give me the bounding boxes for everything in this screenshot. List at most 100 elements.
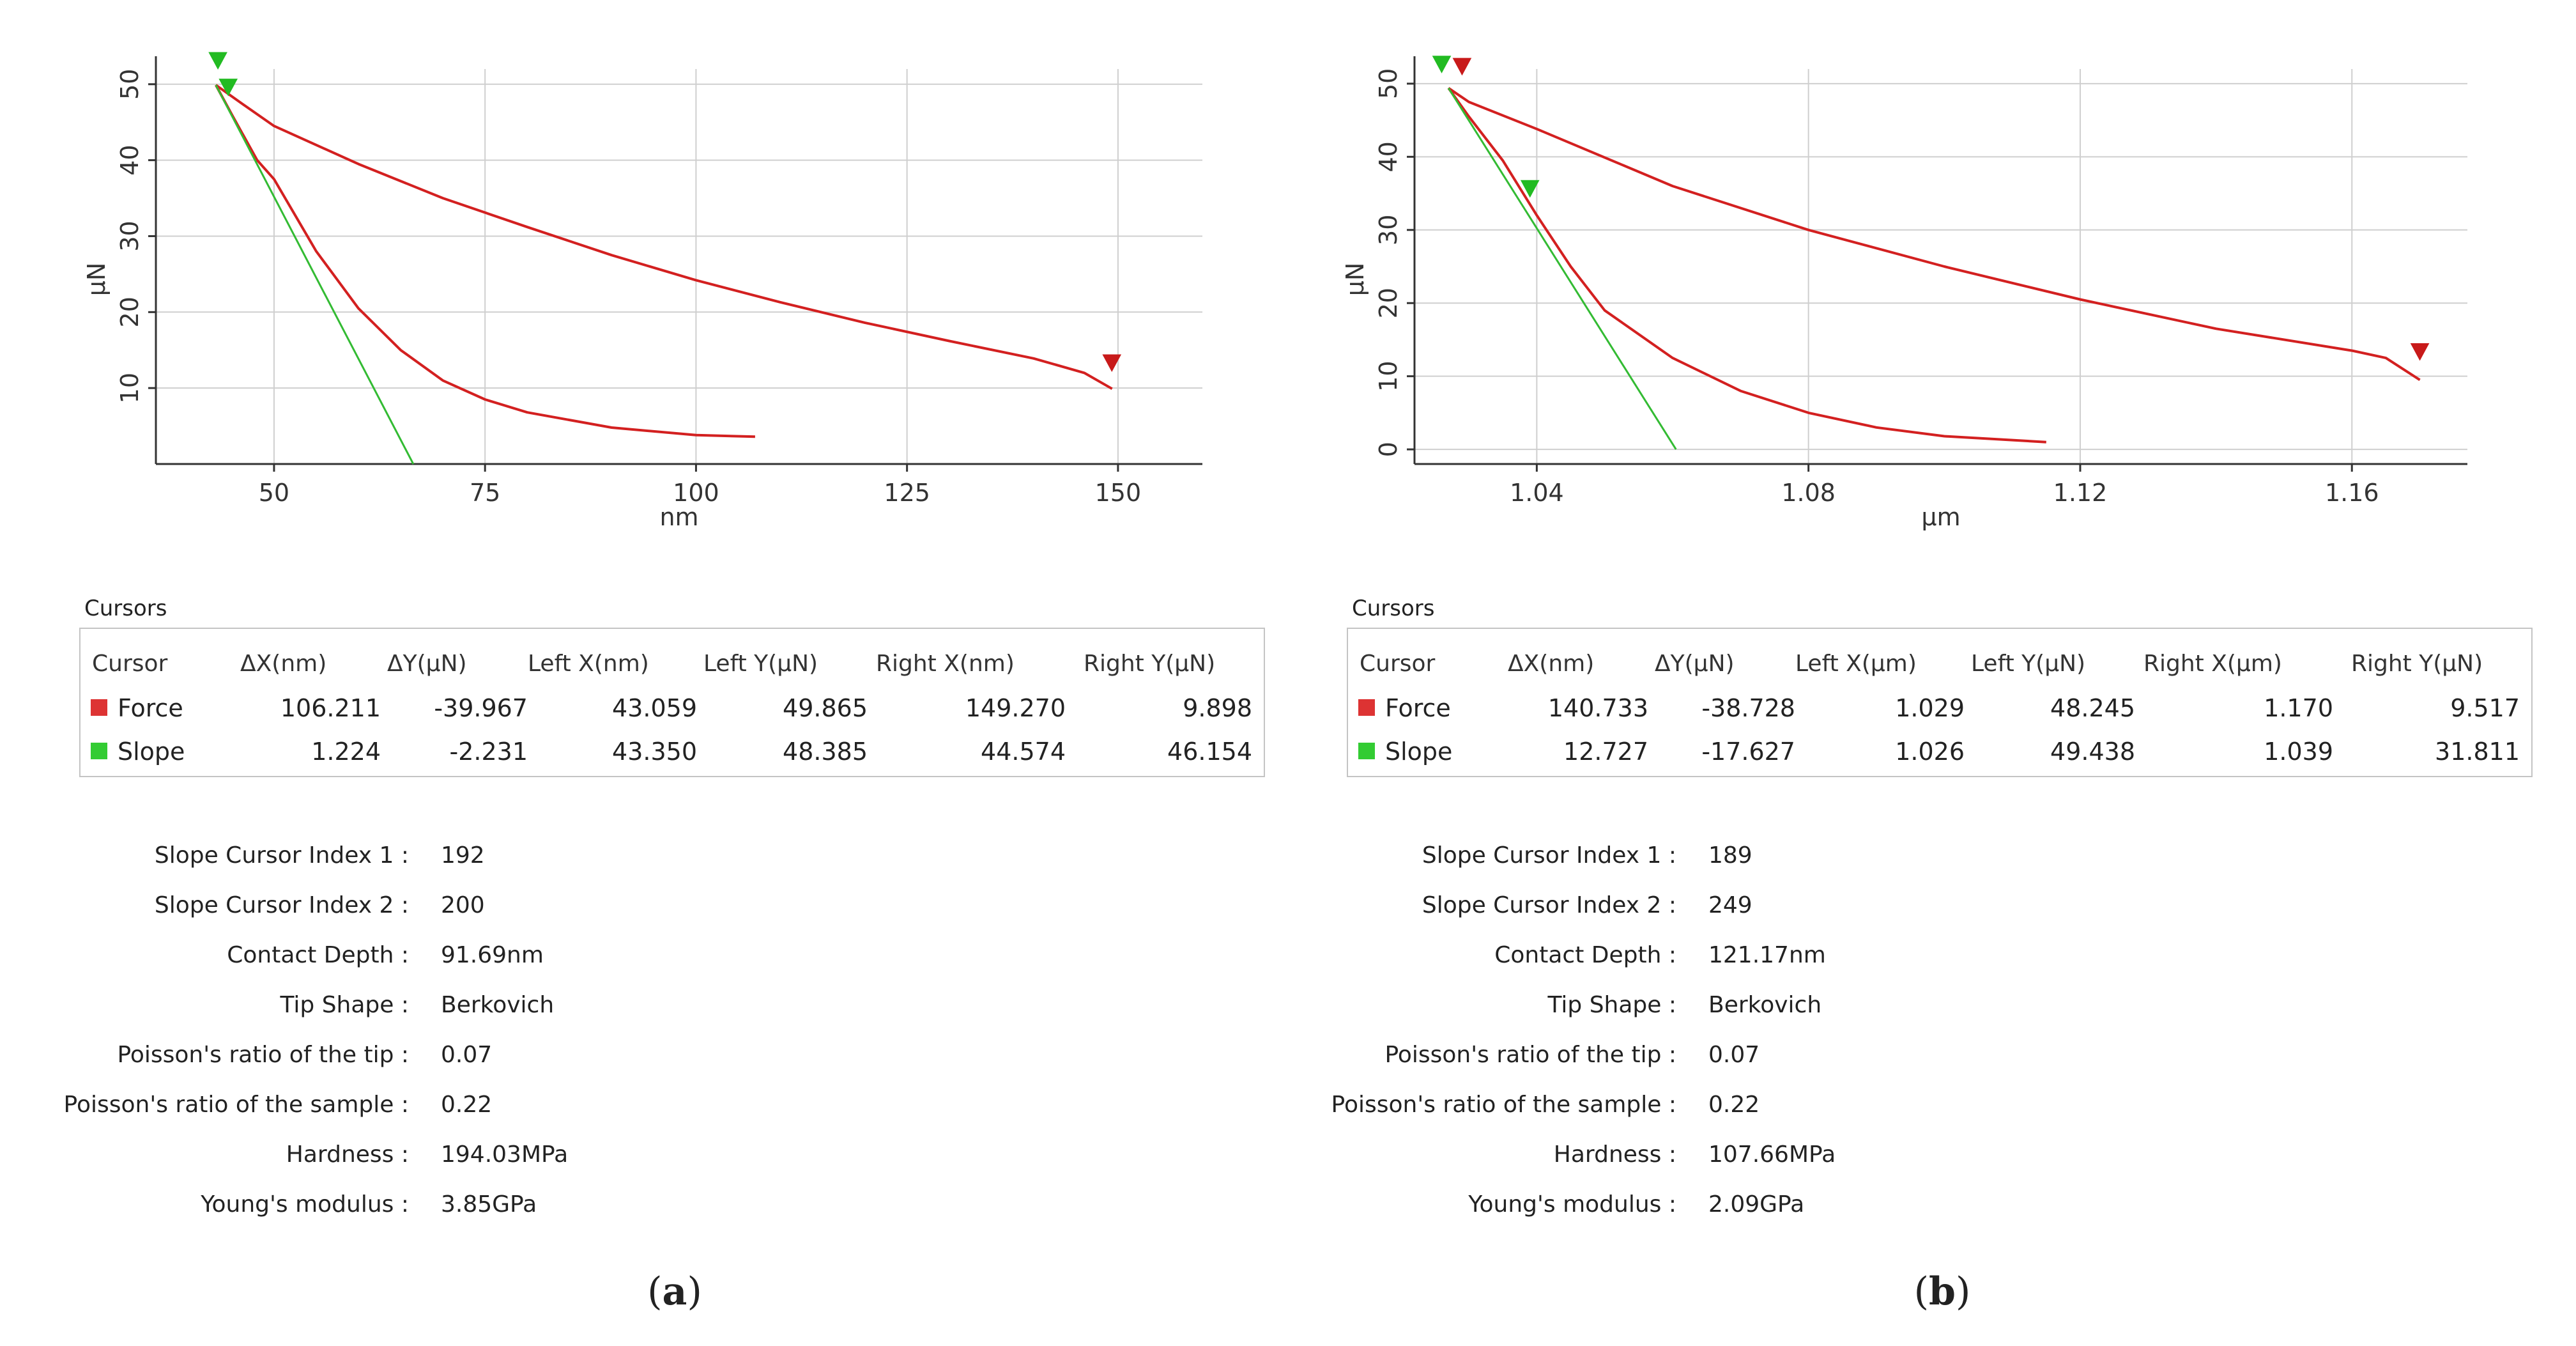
series-color-swatch bbox=[91, 743, 107, 759]
x-axis-label: nm bbox=[659, 503, 698, 531]
table-cell: 106.211 bbox=[280, 694, 381, 722]
table-cell: 149.270 bbox=[965, 694, 1066, 722]
parameter-value: 3.85GPa bbox=[441, 1191, 537, 1218]
table-header: Cursor bbox=[1360, 651, 1436, 677]
parameter-label: Hardness : bbox=[1553, 1141, 1676, 1168]
y-tick-label: 10 bbox=[1374, 360, 1402, 391]
slope-cursor-marker bbox=[218, 79, 238, 97]
slope-cursor-marker bbox=[1432, 56, 1452, 73]
x-tick-label: 100 bbox=[673, 479, 719, 507]
panel-caption: (a) bbox=[647, 1269, 702, 1314]
parameter-value: 121.17nm bbox=[1708, 942, 1826, 968]
x-axis-label: μm bbox=[1921, 503, 1960, 531]
table-cell: 48.385 bbox=[783, 738, 868, 766]
cursors-title: Cursors bbox=[84, 596, 167, 621]
parameter-label: Young's modulus : bbox=[201, 1191, 409, 1218]
panel-b: 1.04 1.08 1.12 1.16 0 10 20 30 40 50 μm μN Cursors … bbox=[1288, 0, 2576, 1346]
y-tick-label: 30 bbox=[116, 220, 144, 251]
table-cell: 1.029 bbox=[1895, 694, 1965, 722]
parameter-value: Berkovich bbox=[1708, 992, 1822, 1018]
parameter-row: Contact Depth : 121.17nm bbox=[1319, 942, 1958, 980]
cursor-name: Slope bbox=[1385, 738, 1453, 766]
parameter-value: 0.07 bbox=[1708, 1042, 1760, 1068]
force-cursor-marker bbox=[2410, 343, 2430, 361]
series-color-swatch bbox=[1358, 699, 1375, 716]
parameter-label: Contact Depth : bbox=[1494, 942, 1676, 968]
parameter-row: Slope Cursor Index 1 : 192 bbox=[51, 842, 690, 881]
parameter-label: Poisson's ratio of the tip : bbox=[1384, 1042, 1676, 1068]
cursor-name: Force bbox=[1385, 694, 1451, 722]
table-header: ΔY(μN) bbox=[387, 651, 467, 677]
parameter-value: 2.09GPa bbox=[1708, 1191, 1805, 1218]
force-curve bbox=[1447, 87, 2046, 444]
table-cell: 49.865 bbox=[783, 694, 868, 722]
parameter-label: Poisson's ratio of the sample : bbox=[63, 1092, 409, 1118]
table-header: Left X(μm) bbox=[1795, 651, 1917, 677]
parameter-label: Hardness : bbox=[286, 1141, 409, 1168]
table-header: ΔX(nm) bbox=[240, 651, 327, 677]
cursor-name: Slope bbox=[118, 738, 185, 766]
table-header: Right X(nm) bbox=[876, 651, 1015, 677]
parameter-value: 107.66MPa bbox=[1708, 1141, 1836, 1168]
parameter-row: Young's modulus : 2.09GPa bbox=[1319, 1191, 1958, 1230]
panel-a: 50 75 100 125 150 10 20 30 40 50 nm μN Cursors Curs… bbox=[51, 52, 1265, 1314]
parameter-value: 192 bbox=[441, 842, 485, 869]
panel-caption: (b) bbox=[1913, 1269, 1971, 1314]
force-curve bbox=[215, 84, 755, 438]
table-header: Right X(μm) bbox=[2143, 651, 2282, 677]
table-cell: -38.728 bbox=[1701, 694, 1795, 722]
table-header: ΔX(nm) bbox=[1508, 651, 1595, 677]
parameter-row: Poisson's ratio of the tip : 0.07 bbox=[1319, 1042, 1958, 1080]
parameter-label: Poisson's ratio of the tip : bbox=[117, 1042, 409, 1068]
table-cell: 48.245 bbox=[2050, 694, 2135, 722]
parameter-value: 0.22 bbox=[441, 1092, 493, 1118]
y-tick-label: 30 bbox=[1374, 215, 1402, 245]
y-axis-label: μN bbox=[82, 263, 111, 297]
chart-a: 50 75 100 125 150 10 20 30 40 50 nm μN bbox=[82, 52, 1202, 531]
y-axis-label: μN bbox=[1341, 263, 1369, 297]
x-tick-label: 75 bbox=[470, 479, 500, 507]
table-cell: 49.438 bbox=[2050, 738, 2135, 766]
slope-line bbox=[215, 84, 415, 465]
force-cursor-marker bbox=[1102, 354, 1122, 373]
table-header: Right Y(μN) bbox=[1084, 651, 1216, 677]
x-tick-label: 1.08 bbox=[1781, 479, 1836, 507]
series-color-swatch bbox=[1358, 743, 1375, 759]
y-tick-label: 50 bbox=[1374, 68, 1402, 99]
parameter-value: 0.07 bbox=[441, 1042, 493, 1068]
parameter-label: Slope Cursor Index 2 : bbox=[1422, 892, 1676, 918]
table-cell: 12.727 bbox=[1563, 738, 1648, 766]
parameter-label: Tip Shape : bbox=[280, 992, 409, 1018]
table-cell: 43.059 bbox=[612, 694, 697, 722]
cursor-table: Cursor ΔX(nm) ΔY(μN) Left X(nm) Left Y(μN) Ri… bbox=[79, 628, 1265, 777]
y-tick-label: 10 bbox=[116, 373, 144, 403]
parameter-label: Slope Cursor Index 1 : bbox=[154, 842, 409, 869]
parameter-row: Poisson's ratio of the tip : 0.07 bbox=[51, 1042, 690, 1080]
table-cell: -17.627 bbox=[1701, 738, 1795, 766]
parameter-row: Poisson's ratio of the sample : 0.22 bbox=[51, 1092, 690, 1130]
series-color-swatch bbox=[91, 699, 107, 716]
parameter-label: Tip Shape : bbox=[1547, 992, 1676, 1018]
x-tick-label: 150 bbox=[1095, 479, 1142, 507]
table-header: Right Y(μN) bbox=[2351, 651, 2483, 677]
caption-letter: b bbox=[1929, 1269, 1956, 1314]
parameter-label: Poisson's ratio of the sample : bbox=[1331, 1092, 1676, 1118]
parameter-row: Contact Depth : 91.69nm bbox=[51, 942, 690, 980]
y-tick-label: 20 bbox=[1374, 288, 1402, 318]
parameter-value: 189 bbox=[1708, 842, 1752, 869]
parameter-row: Slope Cursor Index 2 : 249 bbox=[1319, 892, 1958, 931]
table-cell: 9.517 bbox=[2450, 694, 2520, 722]
x-tick-label: 50 bbox=[259, 479, 289, 507]
table-header: Left Y(μN) bbox=[1971, 651, 2086, 677]
table-cell: 140.733 bbox=[1547, 694, 1648, 722]
parameter-value: 91.69nm bbox=[441, 942, 544, 968]
caption-letter: a bbox=[662, 1269, 687, 1314]
table-cell: 44.574 bbox=[981, 738, 1066, 766]
cursor-name: Force bbox=[118, 694, 183, 722]
parameter-label: Slope Cursor Index 1 : bbox=[1422, 842, 1676, 869]
parameter-row: Slope Cursor Index 1 : 189 bbox=[1319, 842, 1958, 881]
parameter-value: 200 bbox=[441, 892, 485, 918]
table-cell: 1.224 bbox=[311, 738, 381, 766]
parameter-value: 249 bbox=[1708, 892, 1752, 918]
y-tick-label: 40 bbox=[1374, 141, 1402, 172]
